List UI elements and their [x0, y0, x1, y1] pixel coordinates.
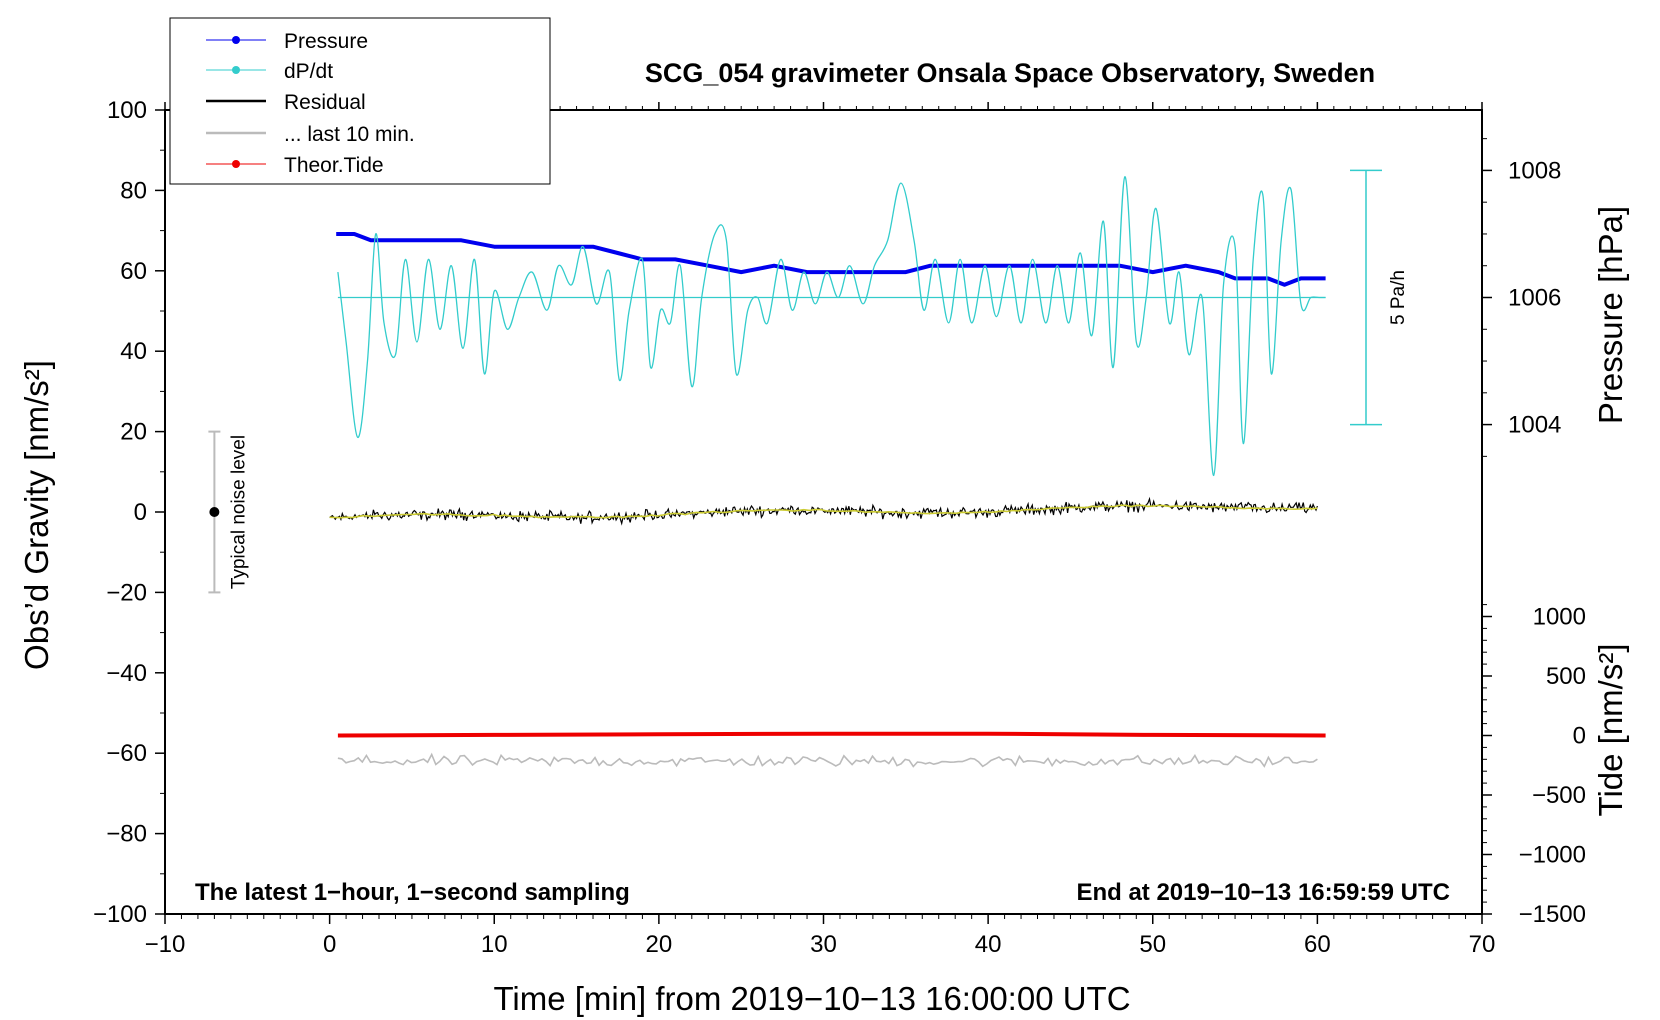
scale-bar-label: 5 Pa/h	[1388, 270, 1409, 325]
chart-title: SCG_054 gravimeter Onsala Space Observat…	[645, 58, 1375, 88]
tide-tick-label-2: −500	[1532, 782, 1586, 809]
y-axis-label-gravity: Obs’d Gravity [nm/s²]	[18, 360, 55, 670]
legend-label-last-10-min: ... last 10 min.	[284, 123, 415, 146]
y-tick-label-2: −60	[106, 740, 147, 767]
tide-tick-label-5: 1000	[1533, 604, 1586, 631]
x-axis-label: Time [min] from 2019−10−13 16:00:00 UTC	[493, 980, 1130, 1017]
noise-bar-center-dot	[209, 507, 220, 517]
noise-bar-label: Typical noise level	[228, 435, 249, 589]
pressure-scale-bar: 5 Pa/h	[1350, 169, 1409, 426]
legend-marker-pressure	[232, 36, 240, 44]
x-tick-label-4: 30	[810, 931, 837, 958]
legend-item-dpdt: dP/dt	[206, 60, 333, 83]
legend-item-theor-tide: Theor.Tide	[206, 154, 384, 177]
series-pressure	[336, 232, 1326, 287]
y-tick-label-3: −40	[106, 660, 147, 687]
y-tick-label-6: 20	[120, 419, 147, 446]
y-tick-label-0: −100	[93, 901, 147, 928]
series-layer	[329, 176, 1326, 768]
x-tick-label-5: 40	[975, 931, 1002, 958]
pressure-tick-label-2: 1008	[1508, 157, 1561, 184]
x-tick-label-6: 50	[1139, 931, 1166, 958]
y-axis-label-tide: Tide [nm/s²]	[1592, 644, 1629, 817]
typical-noise-bar: Typical noise level	[208, 430, 249, 594]
series-theor-tide	[337, 731, 1326, 738]
x-tick-label-2: 10	[481, 931, 508, 958]
legend-label-pressure: Pressure	[284, 30, 368, 53]
legend-marker-dpdt	[232, 66, 240, 74]
series-last-10-min	[337, 752, 1318, 768]
tide-tick-label-0: −1500	[1519, 901, 1586, 928]
x-tick-label-7: 60	[1304, 931, 1331, 958]
legend-item-residual: Residual	[206, 91, 366, 114]
y-tick-label-4: −20	[106, 579, 147, 606]
legend-marker-theor-tide	[232, 160, 240, 168]
legend-label-residual: Residual	[284, 91, 366, 114]
note-bottom-right: End at 2019−10−13 16:59:59 UTC	[1076, 879, 1450, 906]
pressure-tick-label-0: 1004	[1508, 412, 1561, 439]
series-residual-smoothed	[329, 504, 1318, 519]
y-tick-label-1: −80	[106, 821, 147, 848]
x-tick-label-1: 0	[323, 931, 336, 958]
legend-label-dpdt: dP/dt	[284, 60, 333, 83]
x-tick-label-0: −10	[145, 931, 186, 958]
legend: Pressure dP/dt Residual ... last 10 min.…	[169, 17, 551, 185]
y-tick-label-10: 100	[107, 97, 147, 124]
pressure-tick-label-1: 1006	[1508, 285, 1561, 312]
y-axis-label-pressure: Pressure [hPa]	[1592, 206, 1629, 424]
x-tick-label-8: 70	[1469, 931, 1496, 958]
y-tick-label-9: 80	[120, 177, 147, 204]
x-tick-label-3: 20	[646, 931, 673, 958]
y-tick-label-5: 0	[134, 499, 147, 526]
tide-tick-label-4: 500	[1546, 663, 1586, 690]
y-tick-label-8: 60	[120, 258, 147, 285]
legend-item-pressure: Pressure	[206, 30, 368, 53]
y-tick-label-7: 40	[120, 338, 147, 365]
series-dp-dt	[337, 176, 1326, 477]
legend-label-theor-tide: Theor.Tide	[284, 154, 384, 177]
legend-item-last-10-min: ... last 10 min.	[206, 123, 415, 146]
tide-tick-label-1: −1000	[1519, 842, 1586, 869]
tide-tick-label-3: 0	[1573, 723, 1586, 750]
tick-layer: −10 0 10 20 30 40 50 60 70−100−80−60−40−20020406…	[93, 97, 1586, 958]
note-bottom-left: The latest 1−hour, 1−second sampling	[195, 879, 630, 906]
